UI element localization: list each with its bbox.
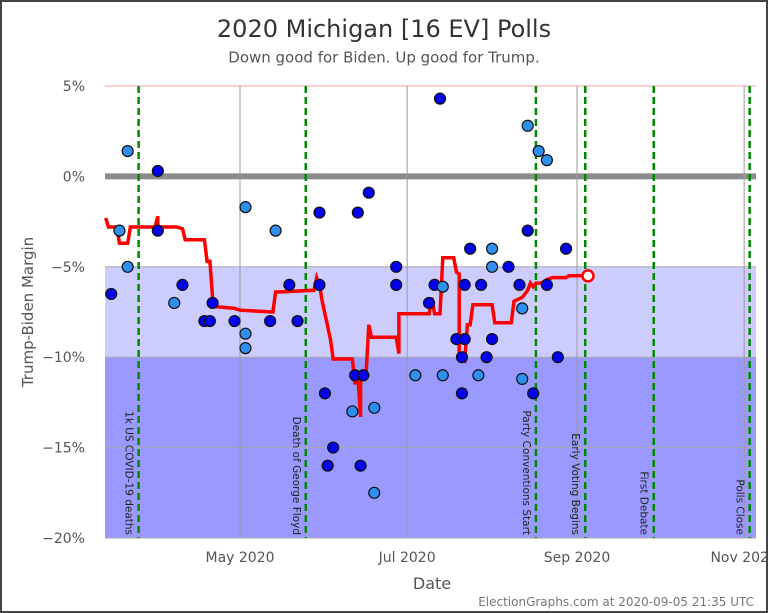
y-tick-label: −10% — [42, 350, 85, 366]
poll-point — [176, 278, 189, 291]
y-tick-label: 0% — [63, 169, 85, 185]
x-axis-label: Date — [413, 574, 451, 593]
poll-point — [151, 224, 164, 237]
poll-point — [485, 242, 499, 255]
poll-point — [472, 369, 485, 382]
poll-point — [351, 206, 364, 219]
poll-point — [121, 144, 134, 158]
y-axis-label: Trump-Biden Margin — [19, 237, 37, 388]
event-label: Early Voting Begins — [569, 433, 581, 535]
poll-point — [357, 369, 370, 382]
y-tick-label: −20% — [42, 531, 85, 547]
plot-area: 5% 0% −5% −10% −15% −20% May 2020 Jul 2020 Sep 2… — [42, 79, 768, 566]
poll-point — [168, 296, 181, 310]
poll-point — [327, 441, 340, 454]
poll-point — [521, 224, 534, 237]
poll-point — [368, 486, 381, 499]
poll-point — [362, 186, 375, 199]
poll-point — [390, 260, 403, 273]
poll-point — [436, 369, 449, 382]
poll-point — [516, 372, 529, 385]
poll-point — [540, 154, 553, 167]
current-average-marker — [581, 269, 595, 283]
event-label: 1k US COVID-19 deaths — [123, 411, 135, 535]
chart-subtitle: Down good for Biden. Up good for Trump. — [228, 49, 539, 67]
poll-point — [264, 314, 277, 328]
poll-point — [521, 119, 534, 132]
average-line — [104, 215, 588, 418]
poll-point — [464, 242, 477, 255]
poll-point — [113, 224, 126, 237]
poll-point — [532, 144, 545, 158]
poll-point — [516, 302, 529, 315]
poll-point — [354, 459, 367, 472]
poll-point — [455, 351, 469, 364]
poll-point — [291, 314, 304, 328]
x-tick-label: Sep 2020 — [544, 550, 610, 566]
poll-point — [283, 278, 296, 291]
event-label: Polls Close — [734, 479, 746, 535]
poll-point — [121, 260, 134, 273]
poll-point — [480, 351, 493, 364]
poll-point — [239, 327, 252, 340]
poll-point — [390, 278, 403, 291]
poll-point — [513, 278, 526, 291]
y-tick-label: −15% — [42, 441, 85, 457]
poll-point — [485, 260, 499, 273]
y-tick-label: −5% — [51, 260, 85, 276]
poll-point — [368, 401, 381, 414]
poll-point — [559, 242, 573, 255]
poll-point — [313, 278, 326, 291]
chart-title: 2020 Michigan [16 EV] Polls — [217, 15, 551, 43]
poll-point — [206, 296, 219, 310]
poll-point — [313, 206, 326, 219]
poll-point — [422, 296, 436, 310]
x-tick-label: May 2020 — [205, 550, 274, 566]
poll-point — [318, 387, 332, 400]
poll-point — [346, 405, 359, 418]
poll-point — [409, 369, 422, 382]
event-label: Party Conventions Start — [520, 410, 532, 535]
event-label: First Debate — [638, 471, 650, 535]
poll-point — [502, 260, 515, 273]
poll-point — [321, 459, 334, 472]
poll-point — [458, 278, 471, 291]
poll-point — [485, 333, 499, 346]
x-tick-label: Nov 2020 — [710, 550, 768, 566]
poll-point — [540, 278, 553, 291]
poll-point — [203, 314, 216, 328]
poll-point — [551, 351, 564, 364]
poll-point — [475, 278, 488, 291]
poll-point — [151, 164, 164, 178]
poll-point — [239, 201, 252, 214]
poll-point — [458, 333, 471, 346]
poll-point — [436, 280, 449, 293]
x-tick-label: Jul 2020 — [378, 550, 436, 566]
poll-point — [239, 342, 252, 355]
poll-point — [527, 387, 540, 400]
poll-point — [105, 287, 118, 301]
poll-point — [269, 224, 282, 237]
footer-credit: ElectionGraphs.com at 2020-09-05 21:35 U… — [478, 595, 754, 609]
poll-point — [455, 387, 469, 400]
y-tick-label: 5% — [63, 79, 85, 95]
event-label: Death of George Floyd — [290, 417, 302, 535]
poll-point — [228, 314, 241, 328]
poll-point — [433, 92, 447, 105]
